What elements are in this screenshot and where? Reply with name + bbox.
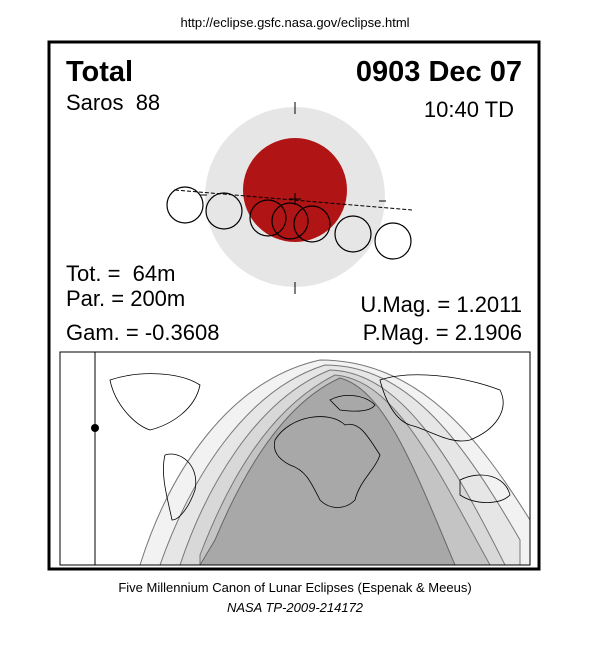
par: Par. = 200m <box>66 286 185 311</box>
coastlines <box>109 373 511 521</box>
umag: U.Mag. = 1.2011 <box>360 292 522 317</box>
time: 10:40 TD <box>424 97 514 122</box>
gam: Gam. = -0.3608 <box>66 320 219 345</box>
visibility-map <box>59 351 531 566</box>
eclipse-date: 0903 Dec 07 <box>356 56 522 88</box>
moon-point <box>91 424 99 432</box>
moon-positions <box>166 186 412 260</box>
footer-line1: Five Millennium Canon of Lunar Eclipses … <box>118 580 471 595</box>
frame <box>47 40 541 571</box>
shadow-diagram <box>166 102 413 294</box>
tot: Tot. = 64m <box>66 261 175 286</box>
umbra <box>243 138 347 242</box>
footer-line2: NASA TP-2009-214172 <box>227 600 364 615</box>
moon-path <box>174 189 413 211</box>
url: http://eclipse.gsfc.nasa.gov/eclipse.htm… <box>180 15 409 30</box>
saros: Saros 88 <box>66 90 160 115</box>
pmag: P.Mag. = 2.1906 <box>363 320 522 345</box>
eclipse-type: Total <box>66 56 133 88</box>
